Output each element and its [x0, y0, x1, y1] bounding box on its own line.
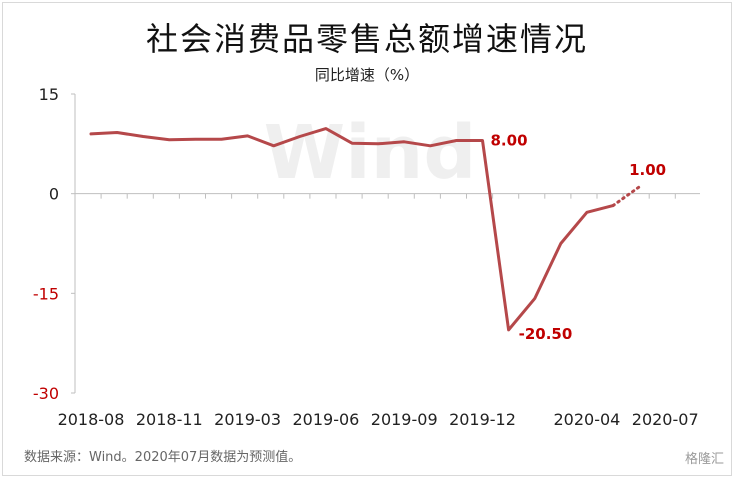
- y-tick-label: -15: [33, 284, 59, 303]
- watermark-text: Wind: [264, 110, 477, 196]
- x-tick-label: 2019-06: [292, 410, 359, 429]
- y-tick-label: 0: [49, 185, 59, 204]
- data-label: 8.00: [491, 132, 528, 150]
- data-source-note: 数据来源：Wind。2020年07月数据为预测值。: [24, 450, 302, 465]
- x-tick-label: 2019-03: [214, 410, 281, 429]
- x-tick-label: 2019-12: [449, 410, 516, 429]
- forecast-series-line: [611, 185, 641, 208]
- data-label: 1.00: [629, 161, 666, 179]
- brand-logo-text: 格隆汇: [684, 452, 724, 467]
- x-tick-label: 2020-07: [632, 410, 699, 429]
- x-tick-label: 2018-11: [136, 410, 203, 429]
- x-tick-label: 2018-08: [58, 410, 125, 429]
- data-label: -20.50: [519, 325, 573, 343]
- x-tick-label: 2020-04: [553, 410, 620, 429]
- y-tick-label: -30: [33, 384, 59, 403]
- x-tick-label: 2019-09: [371, 410, 438, 429]
- retail-growth-series-line: [89, 127, 615, 332]
- chart-title: 社会消费品零售总额增速情况: [145, 20, 588, 58]
- chart-subtitle: 同比增速（%）: [314, 66, 420, 84]
- y-tick-label: 15: [39, 85, 59, 104]
